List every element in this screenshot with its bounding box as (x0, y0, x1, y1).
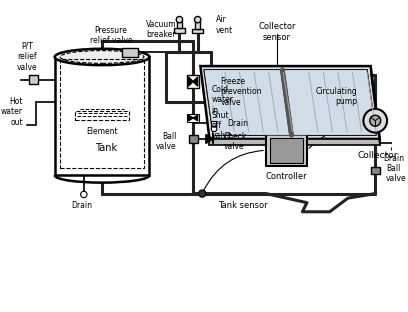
Bar (177, 22, 182, 28)
Bar (122, 48, 138, 57)
Text: Pressure
relief valve: Pressure relief valve (90, 26, 133, 45)
Text: Air
vent: Air vent (216, 15, 233, 35)
Text: Drain: Drain (383, 154, 404, 163)
Polygon shape (193, 77, 197, 86)
Text: Drain: Drain (71, 201, 93, 210)
Bar (270, 138, 303, 163)
Text: Tank: Tank (95, 143, 118, 153)
Text: Circulating
pump: Circulating pump (315, 87, 357, 106)
Circle shape (199, 190, 206, 197)
Text: P/T
relief
valve: P/T relief valve (17, 42, 38, 71)
Bar (195, 22, 200, 29)
Bar (188, 135, 197, 143)
Polygon shape (371, 66, 380, 145)
Text: Controller: Controller (266, 172, 307, 181)
Polygon shape (284, 70, 376, 135)
Circle shape (211, 126, 217, 132)
Ellipse shape (55, 49, 149, 65)
Polygon shape (209, 139, 380, 145)
Circle shape (392, 146, 397, 152)
Bar (211, 121, 216, 126)
Polygon shape (193, 115, 197, 121)
Polygon shape (200, 66, 380, 139)
Polygon shape (188, 115, 193, 121)
Polygon shape (206, 134, 213, 144)
Bar (174, 28, 185, 33)
Bar (55, 57, 149, 175)
Bar (392, 141, 396, 146)
Text: Element: Element (86, 127, 118, 136)
Circle shape (364, 109, 387, 133)
Text: Shut
off
valve: Shut off valve (211, 111, 232, 140)
Text: Vacuum
breaker: Vacuum breaker (146, 20, 177, 39)
Circle shape (81, 191, 87, 198)
Text: Ball
valve: Ball valve (386, 163, 407, 183)
Circle shape (370, 115, 381, 126)
Text: Ball
valve: Ball valve (156, 132, 177, 151)
Text: Check
valve: Check valve (224, 132, 247, 151)
Bar (192, 29, 203, 33)
Text: Collector: Collector (357, 151, 397, 160)
Polygon shape (188, 77, 193, 86)
Text: Collector
sensor: Collector sensor (258, 22, 296, 42)
Text: Hot
water
out: Hot water out (1, 97, 23, 126)
Polygon shape (204, 70, 290, 135)
Bar (75, 111, 129, 120)
Text: Tank sensor: Tank sensor (218, 201, 268, 210)
Bar (266, 134, 307, 166)
Text: Cold
water
in: Cold water in (211, 85, 233, 115)
Circle shape (195, 17, 201, 23)
Bar (371, 167, 380, 174)
Bar (60, 59, 144, 168)
Bar (187, 75, 200, 88)
Text: Freeze
prevention
valve: Freeze prevention valve (220, 77, 262, 107)
Text: Drain: Drain (228, 119, 249, 128)
Polygon shape (204, 70, 376, 135)
Bar (29, 75, 38, 84)
Bar (187, 114, 200, 122)
Circle shape (176, 17, 183, 23)
